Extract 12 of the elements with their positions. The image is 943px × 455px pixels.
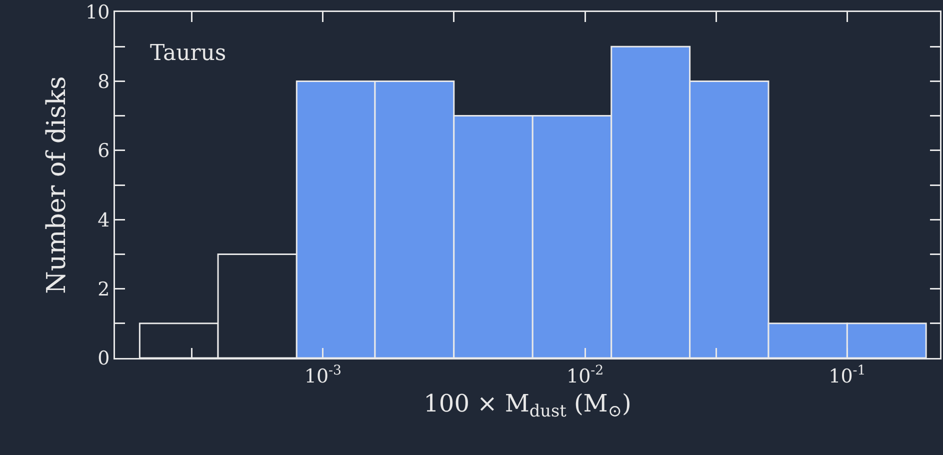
y-tick-label: 0 [98, 348, 110, 370]
y-tick-label: 2 [98, 278, 110, 300]
y-tick-label: 8 [98, 70, 110, 93]
y-tick-label: 10 [86, 2, 110, 24]
x-tick-label: 10$^{-2}$ [566, 363, 604, 388]
x-tick-label: 10$^{-1}$ [828, 363, 866, 388]
annotation: Taurus [150, 41, 226, 66]
x-tick-label: 10$^{-3}$ [304, 363, 342, 388]
x-axis-title: 100 × M$_{dust}$ (M$_{⊙}$) [424, 389, 632, 420]
y-tick-label: 6 [98, 140, 110, 162]
y-axis-title: Number of disks [42, 76, 72, 294]
y-tick-label: 4 [98, 209, 110, 232]
